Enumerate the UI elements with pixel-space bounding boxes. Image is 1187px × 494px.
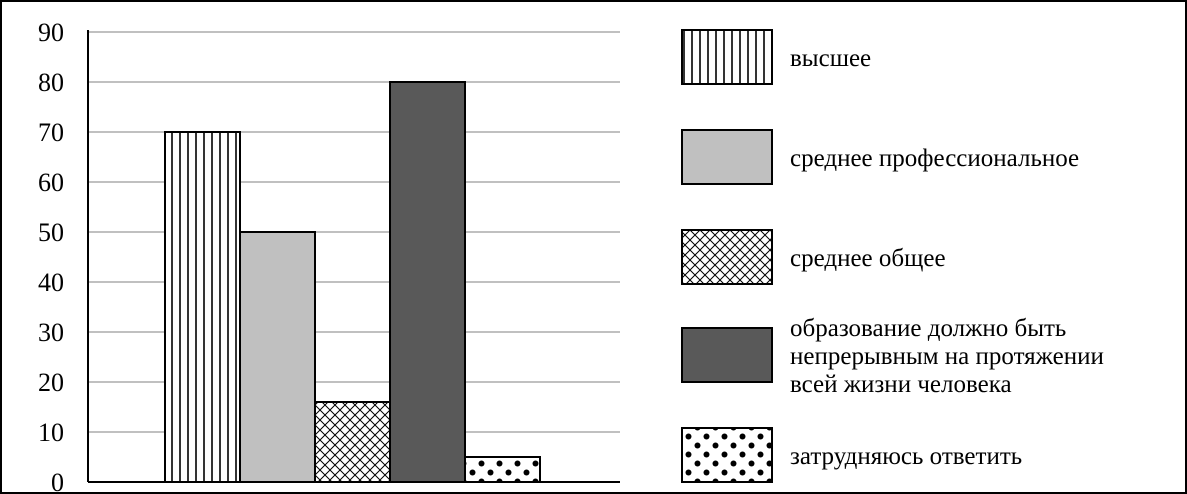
y-tick-label-20: 20 bbox=[38, 368, 64, 397]
legend-swatch-1 bbox=[681, 29, 773, 85]
legend-label-1: высшее bbox=[790, 45, 871, 72]
legend-label-4-line-2: непрерывным на протяжении bbox=[790, 343, 1104, 370]
legend-label-3: среднее общее bbox=[790, 245, 946, 272]
bar-1 bbox=[164, 131, 241, 483]
legend: высшее среднее профессиональное среднее об… bbox=[681, 29, 1104, 483]
bar-5 bbox=[464, 456, 541, 483]
bar-2 bbox=[239, 231, 316, 483]
y-tick-labels: 0 10 20 30 40 50 60 70 80 90 bbox=[38, 18, 64, 494]
y-tick-label-80: 80 bbox=[38, 68, 64, 97]
legend-label-2: среднее профессиональное bbox=[790, 145, 1079, 172]
legend-swatch-4 bbox=[681, 327, 773, 383]
y-tick-label-70: 70 bbox=[38, 118, 64, 147]
y-tick-label-10: 10 bbox=[38, 418, 64, 447]
legend-label-5: затрудняюсь ответить bbox=[790, 443, 1022, 470]
y-tick-label-90: 90 bbox=[38, 18, 64, 47]
y-tick-label-0: 0 bbox=[51, 468, 64, 494]
bar-3 bbox=[314, 401, 391, 483]
legend-label-4-line-1: образование должно быть bbox=[790, 315, 1066, 342]
y-tick-label-40: 40 bbox=[38, 268, 64, 297]
y-tick-label-60: 60 bbox=[38, 168, 64, 197]
legend-swatch-5 bbox=[681, 427, 773, 483]
bars bbox=[164, 81, 541, 483]
legend-swatch-3 bbox=[681, 229, 773, 285]
axes bbox=[87, 30, 620, 483]
legend-swatch-2 bbox=[681, 129, 773, 185]
legend-label-4-line-3: всей жизни человека bbox=[790, 371, 1012, 398]
y-tick-label-50: 50 bbox=[38, 218, 64, 247]
y-tick-label-30: 30 bbox=[38, 318, 64, 347]
bar-4 bbox=[389, 81, 466, 483]
